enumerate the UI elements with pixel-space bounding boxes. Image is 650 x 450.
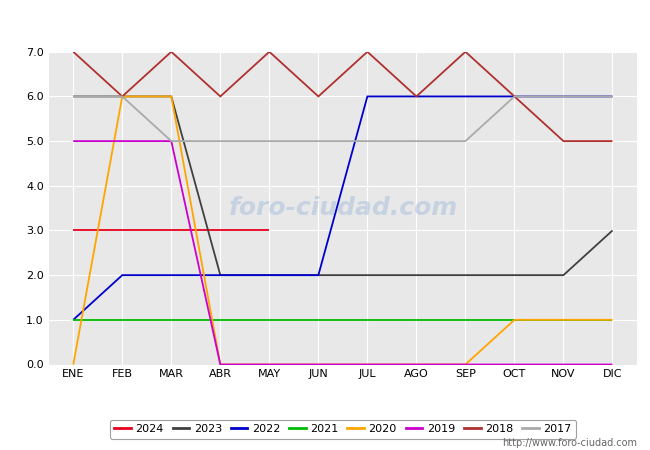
Text: Afiliados en Nogal de las Huertas a 31/5/2024: Afiliados en Nogal de las Huertas a 31/5…: [135, 14, 515, 33]
Legend: 2024, 2023, 2022, 2021, 2020, 2019, 2018, 2017: 2024, 2023, 2022, 2021, 2020, 2019, 2018…: [110, 420, 576, 439]
Text: http://www.foro-ciudad.com: http://www.foro-ciudad.com: [502, 438, 637, 448]
Text: foro-ciudad.com: foro-ciudad.com: [228, 196, 458, 220]
